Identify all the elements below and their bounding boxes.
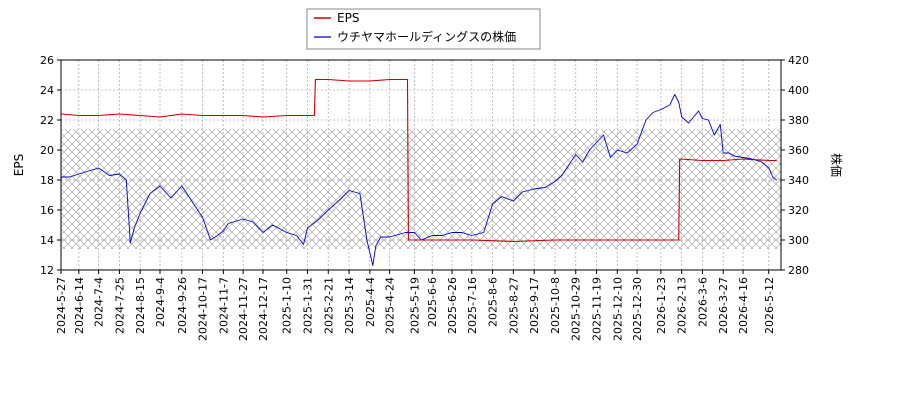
legend-eps-label: EPS <box>337 11 359 25</box>
x-tick-label: 2025-12-10 <box>611 277 624 341</box>
x-tick-label: 2025-8-27 <box>507 277 520 334</box>
y-left-tick-label: 22 <box>40 114 54 127</box>
x-tick-label: 2025-6-26 <box>446 277 459 334</box>
x-tick-label: 2025-4-24 <box>384 277 397 334</box>
x-tick-label: 2026-2-13 <box>676 277 689 334</box>
x-tick-label: 2025-4-4 <box>364 277 377 327</box>
y-left-tick-label: 18 <box>40 174 54 187</box>
x-tick-label: 2025-5-19 <box>408 277 421 334</box>
x-tick-label: 2026-1-23 <box>655 277 668 334</box>
x-tick-label: 2025-6-6 <box>426 277 439 327</box>
stock-price-series-line <box>61 94 777 266</box>
y-right-axis-title: 株価 <box>829 153 844 177</box>
y-right-tick-label: 340 <box>788 174 809 187</box>
y-left-axis-title: EPS <box>12 154 26 176</box>
y-right-tick-label: 400 <box>788 84 809 97</box>
range-band <box>61 129 781 249</box>
x-tick-label: 2026-3-6 <box>696 277 709 327</box>
x-tick-label: 2024-7-25 <box>113 277 126 334</box>
y-right-tick-label: 300 <box>788 234 809 247</box>
x-tick-label: 2025-10-29 <box>570 277 583 341</box>
series-layer <box>61 78 777 266</box>
x-tick-label: 2026-5-12 <box>763 277 776 334</box>
x-tick-label: 2024-7-4 <box>93 277 106 327</box>
x-tick-label: 2025-1-10 <box>281 277 294 334</box>
x-tick-label: 2026-4-16 <box>737 277 750 334</box>
y-left-tick-label: 12 <box>40 264 54 277</box>
y-left-tick-label: 20 <box>40 144 54 157</box>
x-tick-label: 2024-6-14 <box>73 277 86 334</box>
x-tick-label: 2024-12-17 <box>257 277 270 341</box>
y-left-tick-label: 26 <box>40 54 54 67</box>
y-right-tick-label: 280 <box>788 264 809 277</box>
eps-series-line <box>61 78 777 243</box>
x-tick-label: 2025-8-6 <box>487 277 500 327</box>
y-left-tick-label: 24 <box>40 84 54 97</box>
x-tick-label: 2024-9-4 <box>154 277 167 327</box>
x-tick-label: 2025-10-8 <box>549 277 562 334</box>
x-tick-label: 2024-10-17 <box>197 277 210 341</box>
y-left-tick-label: 14 <box>40 234 54 247</box>
x-tick-label: 2024-8-15 <box>134 277 147 334</box>
x-tick-label: 2025-9-17 <box>528 277 541 334</box>
y-right-tick-label: 420 <box>788 54 809 67</box>
y-right-tick-label: 380 <box>788 114 809 127</box>
y-right-tick-label: 360 <box>788 144 809 157</box>
legend: EPS ウチヤマホールディングスの株価 <box>306 8 541 50</box>
y-right-tick-label: 320 <box>788 204 809 217</box>
plot-frame <box>60 59 782 271</box>
x-tick-label: 2024-11-27 <box>237 277 250 341</box>
x-tick-label: 2024-5-27 <box>55 277 68 334</box>
x-tick-label: 2025-2-21 <box>322 277 335 334</box>
x-tick-label: 2025-1-31 <box>301 277 314 334</box>
x-tick-label: 2025-3-14 <box>343 277 356 334</box>
x-tick-label: 2026-3-27 <box>717 277 730 334</box>
y-left-tick-label: 16 <box>40 204 54 217</box>
x-tick-label: 2025-7-16 <box>466 277 479 334</box>
x-tick-label: 2024-11-7 <box>217 277 230 334</box>
x-tick-label: 2025-11-19 <box>591 277 604 341</box>
axes-layer: 12 14 16 18 20 22 24 26 280 300 320 340 360 380 400 420… <box>40 54 809 341</box>
legend-box <box>306 8 541 50</box>
legend-price-label: ウチヤマホールディングスの株価 <box>337 29 516 44</box>
x-tick-label: 2025-12-30 <box>631 277 644 341</box>
band-layer <box>61 129 781 249</box>
x-tick-label: 2024-9-26 <box>176 277 189 334</box>
